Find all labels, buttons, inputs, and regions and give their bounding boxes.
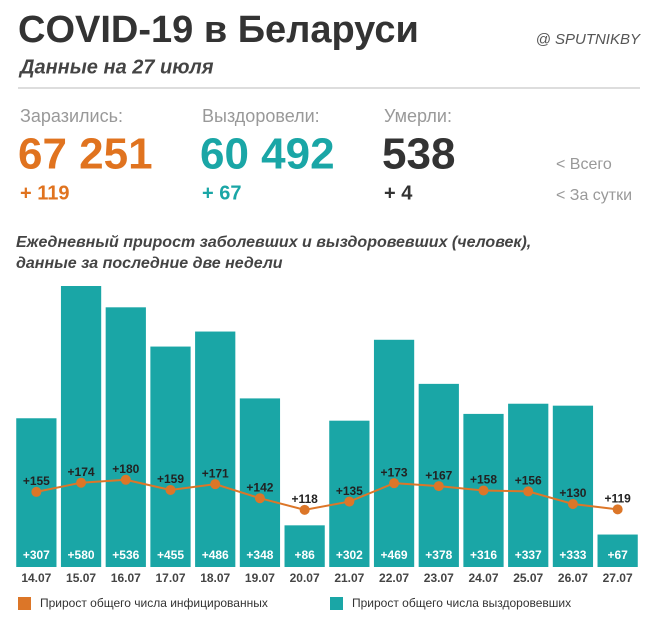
legend-label: Прирост общего числа выздоровевших xyxy=(352,596,571,610)
bar xyxy=(105,307,146,567)
x-tick-label: 20.07 xyxy=(290,571,320,585)
marker xyxy=(120,474,131,485)
x-tick-label: 15.07 xyxy=(66,571,96,585)
legend-label: Прирост общего числа инфицированных xyxy=(40,596,268,610)
x-tick-label: 14.07 xyxy=(21,571,51,585)
bar-label: +316 xyxy=(470,548,497,562)
subtitle: Данные на 27 июля xyxy=(18,56,214,78)
bar xyxy=(552,405,594,567)
point-label: +119 xyxy=(604,492,631,506)
bar-label: +378 xyxy=(425,548,452,562)
stat-total: 538 xyxy=(382,130,455,179)
bar-label: +337 xyxy=(515,548,542,562)
chart-title: Ежедневный прирост заболевших и выздоров… xyxy=(16,234,531,251)
marker xyxy=(612,504,623,515)
stat-total: 60 492 xyxy=(200,130,335,179)
marker xyxy=(254,493,265,504)
bar-label: +486 xyxy=(202,548,229,562)
stat-label: Заразились: xyxy=(20,106,123,126)
x-tick-label: 19.07 xyxy=(245,571,275,585)
bar-label: +580 xyxy=(68,548,95,562)
bar-label: +455 xyxy=(157,548,184,562)
bar xyxy=(329,420,370,567)
bar xyxy=(60,286,102,567)
bar-label: +348 xyxy=(246,548,273,562)
marker xyxy=(389,478,400,489)
bar-label: +333 xyxy=(559,548,586,562)
x-tick-label: 21.07 xyxy=(334,571,364,585)
point-label: +135 xyxy=(336,484,363,498)
legend: Прирост общего числа инфицированных Приро… xyxy=(18,596,571,610)
x-tick-label: 27.07 xyxy=(603,571,633,585)
bar-label: +86 xyxy=(294,548,315,562)
bar xyxy=(418,383,459,567)
point-label: +159 xyxy=(157,472,184,486)
point-label: +173 xyxy=(381,465,408,479)
point-label: +174 xyxy=(68,465,95,479)
point-label: +155 xyxy=(23,474,50,488)
point-label: +158 xyxy=(470,473,497,487)
bar xyxy=(195,331,236,567)
point-label: +180 xyxy=(112,462,139,476)
stat-label: Умерли: xyxy=(384,106,452,126)
bar-label: +67 xyxy=(607,548,628,562)
stats: Заразились: 67 251 + 119 Выздоровели: 60 492… xyxy=(18,106,455,205)
marker xyxy=(523,486,534,497)
x-tick-label: 24.07 xyxy=(468,571,498,585)
stat-total: 67 251 xyxy=(18,130,153,179)
stat-daily: + 4 xyxy=(384,182,413,204)
point-label: +130 xyxy=(559,486,586,500)
legend-swatch xyxy=(18,597,31,610)
bar xyxy=(239,398,281,567)
marker xyxy=(31,486,42,497)
source: @ SPUTNIKBY xyxy=(536,31,641,48)
x-tick-label: 17.07 xyxy=(155,571,185,585)
title: COVID-19 в Беларуси xyxy=(18,9,419,51)
chart-title: данные за последние две недели xyxy=(16,255,283,272)
point-label: +118 xyxy=(291,492,318,506)
marker xyxy=(299,504,310,515)
x-tick-label: 18.07 xyxy=(200,571,230,585)
stat-daily: + 67 xyxy=(202,182,241,204)
point-label: +167 xyxy=(425,468,452,482)
bar xyxy=(597,534,638,567)
x-tick-label: 25.07 xyxy=(513,571,543,585)
bar xyxy=(150,346,191,567)
x-tick-label: 16.07 xyxy=(111,571,141,585)
bar xyxy=(284,525,325,567)
bar-label: +307 xyxy=(23,548,50,562)
marker xyxy=(210,479,221,490)
stats-legend: < Всего xyxy=(556,156,612,173)
bar-label: +469 xyxy=(381,548,408,562)
stats-legend: < За сутки xyxy=(556,187,632,204)
x-tick-label: 22.07 xyxy=(379,571,409,585)
x-tick-label: 26.07 xyxy=(558,571,588,585)
marker xyxy=(478,485,489,496)
bar xyxy=(508,403,549,567)
stat-daily: + 119 xyxy=(20,182,70,204)
bar-label: +302 xyxy=(336,548,363,562)
point-label: +156 xyxy=(515,474,542,488)
marker xyxy=(433,481,444,492)
point-label: +171 xyxy=(202,466,229,480)
marker xyxy=(344,496,355,507)
marker xyxy=(76,477,87,488)
line xyxy=(36,478,618,511)
plot: 14.07 15.07 16.07 17.07 18.07 19.07 20.07 21.07… xyxy=(16,286,638,585)
marker xyxy=(165,484,176,495)
x-tick-label: 23.07 xyxy=(424,571,454,585)
marker xyxy=(567,499,578,510)
bar-label: +536 xyxy=(112,548,139,562)
point-label: +142 xyxy=(246,480,273,494)
bar xyxy=(373,339,415,567)
legend-swatch xyxy=(330,597,343,610)
stat-label: Выздоровели: xyxy=(202,106,320,126)
